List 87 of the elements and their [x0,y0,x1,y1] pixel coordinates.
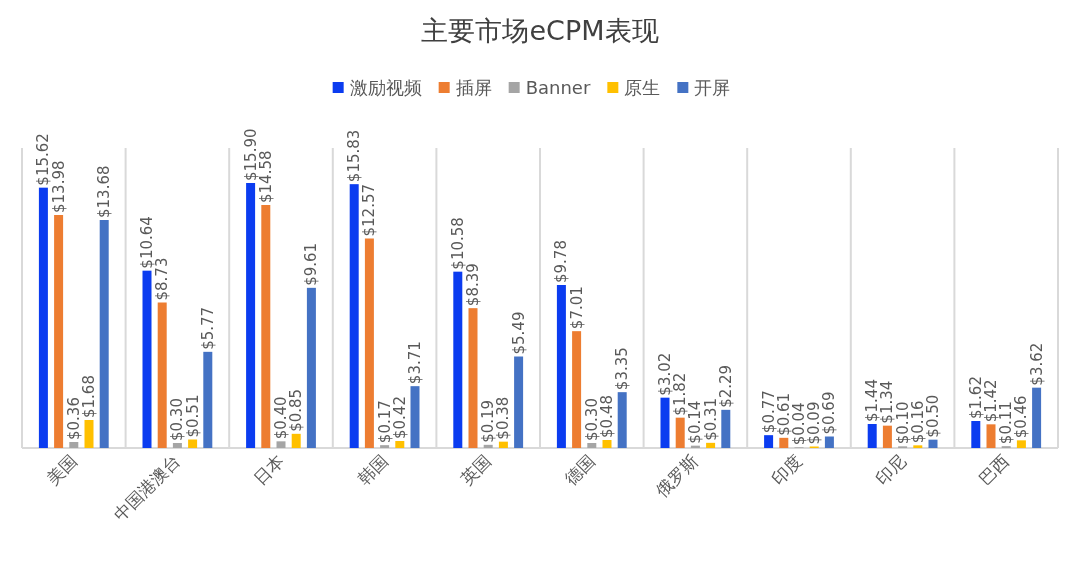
bar [172,443,182,448]
bar [364,238,374,448]
legend-label: 插屏 [455,77,492,98]
legend-label: Banner [525,77,591,98]
legend-label: 原生 [624,77,661,98]
data-label: $8.39 [464,263,482,307]
x-tick-label: 印度 [767,450,806,489]
data-label: $3.02 [656,352,674,396]
bar [453,271,463,448]
bar [1032,387,1042,448]
x-tick-label: 日本 [249,450,288,489]
bar [617,392,627,448]
bar [675,417,685,448]
data-label: $10.64 [138,216,156,269]
data-label: $0.40 [272,396,290,440]
bar [587,443,597,448]
data-label: $12.57 [360,184,379,237]
data-label: $3.35 [613,347,632,391]
bar [99,220,109,448]
x-tick-label: 英国 [456,450,496,489]
bar [276,441,286,448]
bar [203,351,213,448]
data-label: $9.61 [302,242,321,286]
bar [882,425,892,448]
bar [928,439,938,448]
legend-label: 激励视频 [349,77,422,98]
data-label: $0.85 [287,388,306,432]
legend-label: 开屏 [694,77,731,98]
data-label: $10.58 [448,217,467,270]
bar [84,420,94,448]
bar [349,184,359,448]
bar [306,287,316,448]
data-label: $15.83 [345,129,364,183]
x-tick-label: 德国 [560,450,599,489]
bar [602,440,612,448]
bar [824,436,834,448]
data-label: $8.73 [153,257,172,301]
bar [706,442,716,448]
x-tick-label: 韩国 [353,450,392,489]
bar [188,439,198,448]
chart-title: 主要市场eCPM表现 [421,15,659,46]
x-tick-label: 印尼 [871,450,910,489]
x-tick-label: 俄罗斯 [652,450,703,501]
data-label: $0.50 [924,394,942,438]
bar [913,445,923,448]
bar [986,424,996,448]
bar [246,183,256,448]
bar [483,444,493,448]
bar [971,421,981,448]
bar [779,437,789,448]
data-label: $3.71 [406,341,424,385]
bar [764,435,774,448]
data-label: $1.42 [982,379,1000,423]
bar [556,285,566,448]
data-label: $1.68 [80,375,98,418]
data-label: $5.77 [198,306,217,350]
bar [69,442,79,448]
data-label: $13.68 [95,165,114,218]
bar [261,205,271,448]
bar [291,433,301,448]
bar [721,409,731,448]
data-label: $7.01 [567,286,586,330]
x-tick-label: 美国 [42,450,81,489]
bar [157,302,167,448]
bar [660,397,670,448]
bar [867,424,877,448]
bar [498,441,508,448]
data-label: $0.04 [790,402,808,446]
data-label: $3.62 [1027,342,1046,386]
x-tick-label: 中国港澳台 [109,450,185,525]
data-label: $9.78 [552,240,571,283]
bar [410,386,420,448]
bar [54,215,64,448]
data-label: $0.30 [582,398,601,441]
data-label: $0.36 [64,397,83,440]
bar [572,331,582,448]
bar [514,356,524,448]
bar [395,441,405,448]
x-tick-label: 巴西 [974,450,1014,489]
data-label: $1.62 [966,376,985,419]
data-label: $0.48 [598,395,616,438]
bar [468,308,478,448]
bar [142,270,152,448]
bar [1016,440,1026,448]
data-label: $5.49 [509,311,528,355]
bar [380,445,390,448]
bar [38,187,48,448]
